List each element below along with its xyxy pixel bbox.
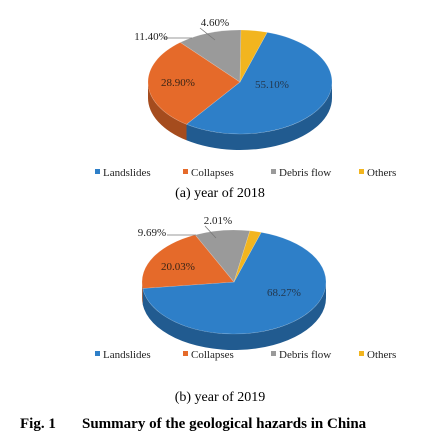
data-label-landslides: 68.27% — [267, 287, 301, 299]
pie-slice-collapses — [141, 234, 235, 289]
legend: Landslides Collapses Debris flow Others — [95, 349, 396, 361]
legend-swatch-others — [359, 351, 364, 356]
pie-slice-debris-flow — [179, 29, 242, 83]
legend: Landslides Collapses Debris flow Others — [95, 167, 396, 179]
pie-slice-collapses — [147, 42, 241, 125]
pie-side-landslides — [142, 282, 326, 350]
legend-swatch-debris-flow — [271, 169, 276, 174]
data-label-debris-flow: 9.69% — [138, 227, 166, 239]
pie-side-collapses — [142, 282, 143, 305]
data-label-others: 4.60% — [201, 17, 229, 29]
legend-swatch-landslides — [95, 169, 100, 174]
data-label-landslides: 55.10% — [255, 79, 289, 91]
legend-label-landslides: Landslides — [103, 349, 151, 361]
legend-label-others: Others — [367, 349, 396, 361]
legend-swatch-debris-flow — [271, 351, 276, 356]
figure-label: Fig. 1 — [20, 416, 56, 432]
legend-label-landslides: Landslides — [103, 167, 151, 179]
figure-title: Summary of the geological hazards in Chi… — [82, 416, 367, 432]
pie-chart-2018: 55.10% 28.90% 11.40% 4.60% Landslides Collaps… — [95, 17, 396, 179]
subtitle-2019: (b) year of 2019 — [175, 390, 266, 405]
legend-label-collapses: Collapses — [191, 349, 234, 361]
legend-label-others: Others — [367, 167, 396, 179]
legend-swatch-collapses — [183, 169, 188, 174]
legend-swatch-collapses — [183, 351, 188, 356]
legend-swatch-others — [359, 169, 364, 174]
legend-label-debris-flow: Debris flow — [279, 167, 331, 179]
data-label-others: 2.01% — [204, 215, 232, 227]
pie-slice-landslides — [142, 231, 327, 335]
data-label-debris-flow: 11.40% — [134, 31, 168, 43]
subtitle-2018: (a) year of 2018 — [175, 186, 265, 201]
pie-chart-2019: 68.27% 20.03% 9.69% 2.01% Landslides Collapse… — [95, 215, 396, 361]
legend-swatch-landslides — [95, 351, 100, 356]
leader-line — [204, 225, 217, 239]
legend-label-collapses: Collapses — [191, 167, 234, 179]
pie-side-landslides — [186, 82, 332, 150]
leader-line — [199, 27, 216, 41]
pie-slice-others — [233, 230, 262, 283]
legend-label-debris-flow: Debris flow — [279, 349, 331, 361]
pie-slice-landslides — [185, 31, 333, 135]
data-label-collapses: 28.90% — [161, 77, 195, 89]
pie-side-collapses — [148, 82, 187, 141]
pie-slice-others — [239, 29, 268, 83]
data-label-collapses: 20.03% — [161, 261, 195, 273]
